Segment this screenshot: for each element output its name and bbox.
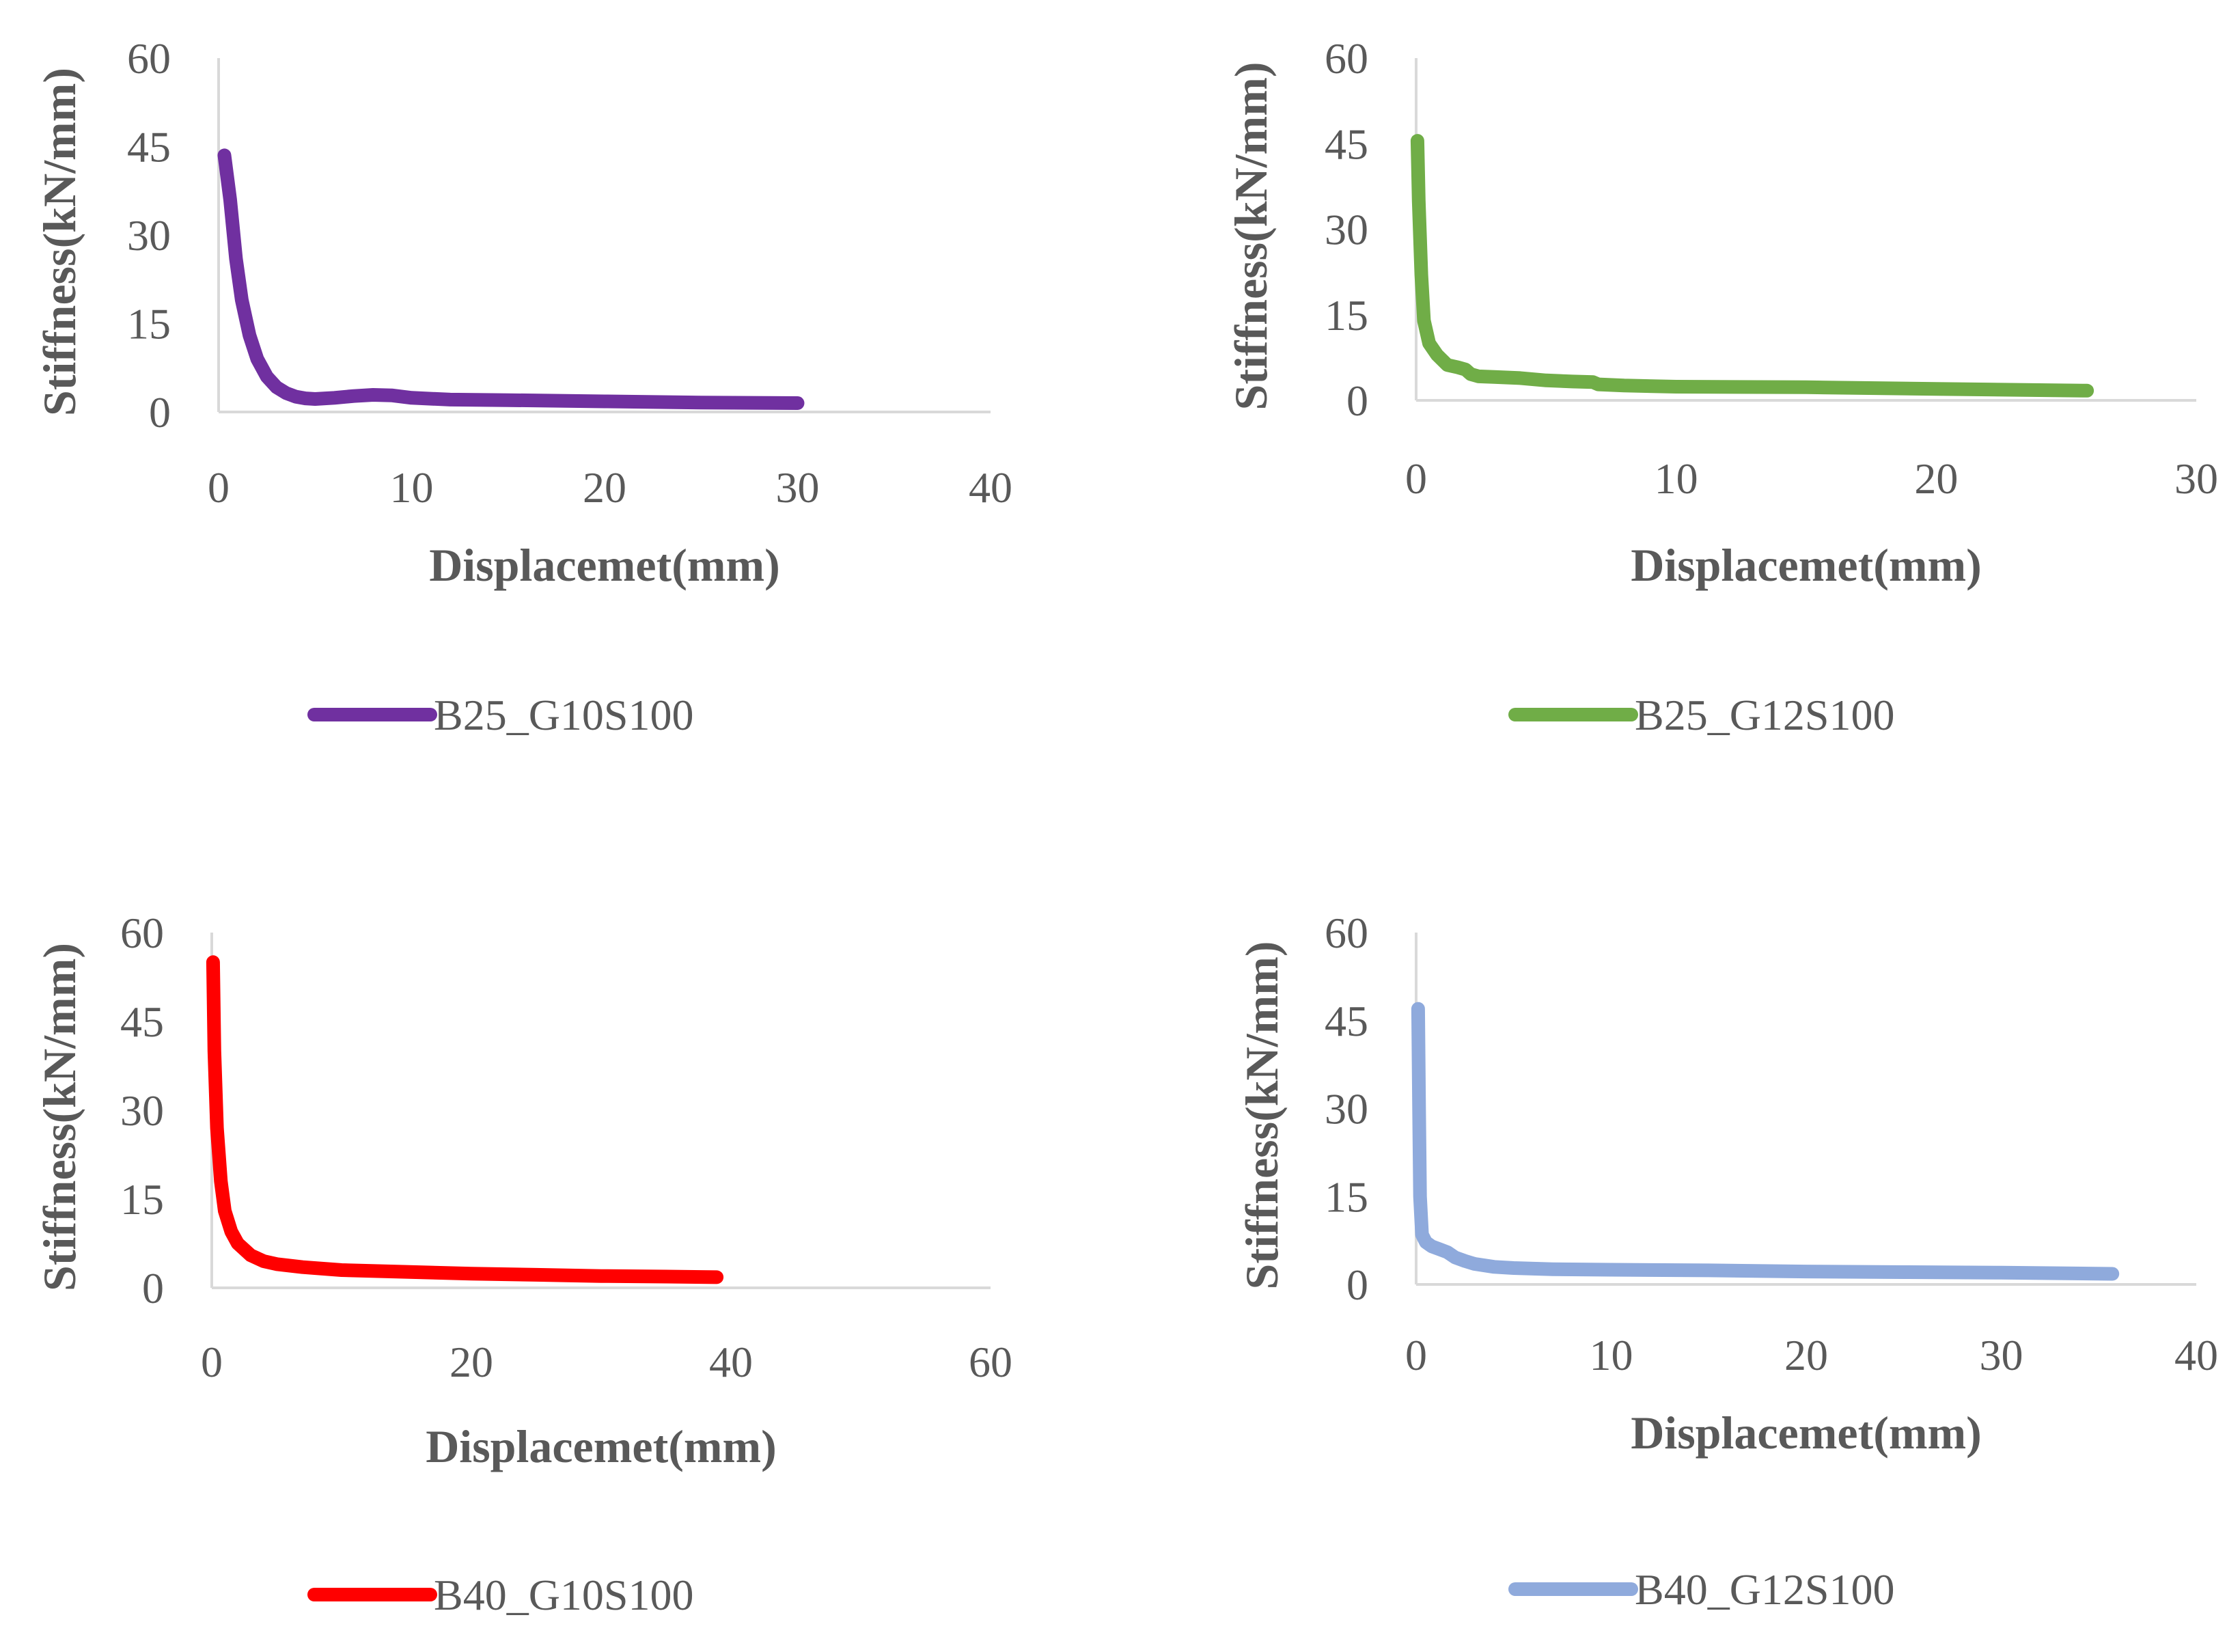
x-axis-title: Displacemet(mm) bbox=[1631, 1407, 1982, 1459]
y-axis-title: Stiffness(kN/mm) bbox=[1236, 941, 1288, 1290]
y-axis-title: Stiffness(kN/mm) bbox=[1225, 62, 1277, 411]
y-tick-label: 30 bbox=[1325, 206, 1368, 254]
series-line-B40_G10S100 bbox=[206, 955, 724, 1284]
y-tick-label: 30 bbox=[1325, 1085, 1368, 1133]
x-tick-label: 20 bbox=[450, 1338, 493, 1386]
x-tick-label: 0 bbox=[201, 1338, 223, 1386]
y-tick-label: 30 bbox=[127, 211, 171, 260]
chart-panel-2: 0 15 30 45 60 0 10 20 30 Displacemet(mm) Stiffness… bbox=[1225, 34, 2218, 739]
x-tick-label: 30 bbox=[776, 463, 820, 512]
y-tick-label: 30 bbox=[120, 1086, 164, 1135]
y-tick-label: 15 bbox=[120, 1175, 164, 1224]
chart-panel-3: 0 15 30 45 60 0 20 40 60 Displacemet(mm) Stiffness… bbox=[33, 909, 1012, 1619]
y-tick-label: 45 bbox=[1325, 120, 1368, 168]
y-tick-label: 45 bbox=[127, 123, 171, 171]
series-line-B25_G12S100 bbox=[1410, 134, 2094, 398]
x-tick-label: 30 bbox=[2174, 454, 2218, 503]
x-tick-label: 40 bbox=[709, 1338, 753, 1386]
x-tick-label: 20 bbox=[583, 463, 626, 512]
x-axis-title: Displacemet(mm) bbox=[426, 1420, 777, 1472]
y-tick-label: 0 bbox=[149, 388, 171, 437]
legend-label: B25_G12S100 bbox=[1635, 691, 1895, 739]
y-tick-label: 60 bbox=[1325, 34, 1368, 83]
x-tick-label: 0 bbox=[1405, 454, 1427, 503]
y-tick-label: 45 bbox=[120, 997, 164, 1046]
x-tick-label: 10 bbox=[1655, 454, 1698, 503]
y-tick-label: 60 bbox=[127, 34, 171, 83]
chart-panel-4: 0 15 30 45 60 0 10 20 30 40 Displacemet(mm) Stiffne… bbox=[1236, 909, 2218, 1614]
x-tick-label: 60 bbox=[969, 1338, 1012, 1386]
x-tick-label: 30 bbox=[1980, 1331, 2023, 1379]
x-axis-title: Displacemet(mm) bbox=[1631, 539, 1982, 591]
y-tick-label: 60 bbox=[120, 909, 164, 957]
series-line-B25_G10S100 bbox=[217, 148, 805, 410]
y-axis-title: Stiffness(kN/mm) bbox=[33, 943, 85, 1291]
y-tick-label: 15 bbox=[1325, 291, 1368, 340]
x-tick-label: 20 bbox=[1784, 1331, 1828, 1379]
x-tick-label: 10 bbox=[390, 463, 434, 512]
y-tick-label: 45 bbox=[1325, 997, 1368, 1045]
x-tick-label: 10 bbox=[1590, 1331, 1633, 1379]
y-tick-label: 60 bbox=[1325, 909, 1368, 957]
x-tick-label: 40 bbox=[969, 463, 1012, 512]
y-tick-label: 0 bbox=[1346, 1261, 1368, 1309]
y-tick-label: 0 bbox=[1346, 376, 1368, 425]
legend-label: B25_G10S100 bbox=[434, 691, 694, 739]
y-tick-label: 0 bbox=[142, 1264, 164, 1312]
x-tick-label: 0 bbox=[1405, 1331, 1427, 1379]
series-line-B40_G12S100 bbox=[1411, 1002, 2120, 1281]
y-tick-label: 15 bbox=[127, 300, 171, 348]
legend-label: B40_G12S100 bbox=[1635, 1565, 1895, 1614]
x-tick-label: 20 bbox=[1914, 454, 1958, 503]
x-tick-label: 40 bbox=[2174, 1331, 2218, 1379]
legend-label: B40_G10S100 bbox=[434, 1571, 694, 1619]
chart-panel-1: 0 15 30 45 60 0 10 20 30 40 Displacemet(mm) Stiffne… bbox=[33, 34, 1012, 739]
x-tick-label: 0 bbox=[208, 463, 230, 512]
y-tick-label: 15 bbox=[1325, 1172, 1368, 1221]
x-axis-title: Displacemet(mm) bbox=[429, 539, 780, 591]
y-axis-title: Stiffness(kN/mm) bbox=[33, 68, 85, 416]
